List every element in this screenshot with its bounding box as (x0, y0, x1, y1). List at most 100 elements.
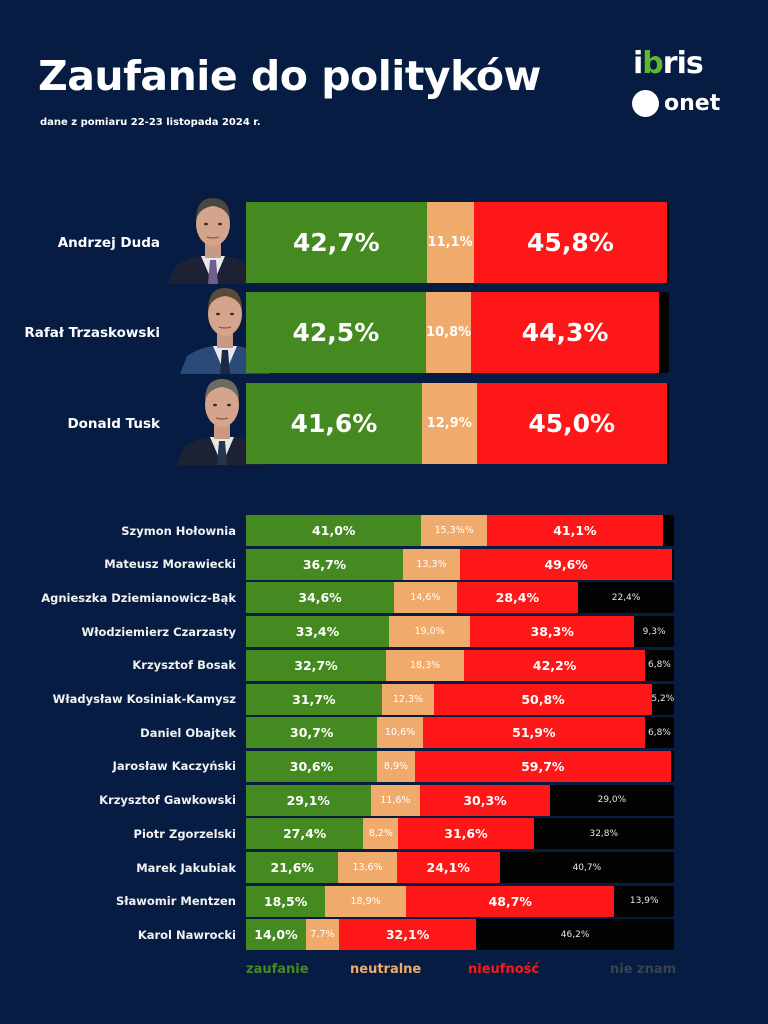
bar-segment-neutralne: 8,2% (363, 818, 399, 850)
bar-segment-nieufnosc: 44,3% (471, 292, 659, 373)
politician-row-karol-nawrocki: Karol Nawrocki 14,0% 7,7% 32,1% 46,2% (0, 919, 768, 951)
data-label-zaufanie: 29,1% (286, 792, 330, 808)
politician-name: Rafał Trzaskowski (24, 325, 160, 341)
bar-segment-neutralne: 11,1% (426, 202, 474, 283)
bar-segment-neutralne: 14,6% (394, 582, 457, 614)
data-label-neutralne: 11,1% (427, 235, 473, 250)
data-label-nieufnosc: 41,1% (553, 523, 597, 538)
politician-row-slawomir-mentzen: Sławomir Mentzen 18,5% 18,9% 48,7% 13,9% (0, 885, 768, 917)
politician-row-daniel-obajtek: Daniel Obajtek 30,7% 10,6% 51,9% 6,8% (0, 717, 768, 749)
politician-name: Krzysztof Gawkowski (99, 793, 236, 808)
politician-name: Marek Jakubiak (136, 860, 236, 875)
ibris-logo-b: b (642, 46, 664, 81)
data-label-neutralne: 7,7% (310, 929, 335, 941)
data-label-zaufanie: 27,4% (282, 826, 327, 842)
data-label-nieufnosc: 49,6% (544, 556, 588, 572)
bar-segment-nie-znam: 6,8% (644, 649, 674, 681)
bar-segment-neutralne: 12,3% (381, 683, 435, 715)
stacked-bar: 42,5% 10,8% 44,3% (246, 292, 669, 373)
legend-nie-znam: nie znam (610, 962, 677, 977)
data-label-neutralne: 8,9% (383, 760, 409, 772)
data-label-nieufnosc: 51,9% (512, 725, 556, 741)
politician-name: Daniel Obajtek (140, 725, 236, 740)
data-label-zaufanie: 42,7% (292, 228, 380, 257)
politician-name: Agnieszka Dziemianowicz-Bąk (41, 590, 236, 605)
data-label-nie-znam: 32,8% (589, 828, 619, 839)
bar-segment-nieufnosc: 28,4% (456, 582, 579, 614)
data-label-zaufanie: 42,5% (292, 318, 380, 347)
politician-name: Włodziemierz Czarzasty (81, 624, 236, 639)
ibris-logo: ibris (633, 46, 704, 81)
data-label-zaufanie: 41,6% (290, 409, 378, 438)
data-label-zaufanie: 33,4% (295, 624, 340, 640)
bar-segment-zaufanie: 41,0% (246, 515, 422, 546)
bar-segment-nie-znam: 13,9% (614, 885, 674, 917)
bar-segment-zaufanie: 29,1% (246, 784, 371, 816)
bar-segment-nieufnosc: 30,3% (420, 784, 550, 816)
data-label-nieufnosc: 32,1% (385, 927, 430, 943)
stacked-bar: 21,6% 13,6% 24,1% 40,7% (246, 852, 674, 883)
bar-segment-nieufnosc: 38,3% (470, 616, 635, 648)
bar-segment-zaufanie: 21,6% (246, 852, 339, 883)
data-label-neutralne: 8,2% (368, 828, 393, 840)
stacked-bar: 18,5% 18,9% 48,7% 13,9% (246, 885, 674, 917)
stacked-bar: 30,6% 8,9% 59,7% (246, 750, 674, 782)
data-label-zaufanie: 21,6% (270, 860, 314, 875)
data-label-nieufnosc: 59,7% (521, 758, 565, 774)
bar-segment-nieufnosc: 24,1% (396, 852, 500, 883)
onet-dot-icon (632, 89, 659, 117)
politician-row-marek-jakubiak: Marek Jakubiak 21,6% 13,6% 24,1% 40,7% (0, 852, 768, 883)
stacked-bar: 34,6% 14,6% 28,4% 22,4% (246, 582, 674, 614)
featured-row-donald-tusk: Donald Tusk 41,6% 12,9% 45,0% (0, 379, 768, 465)
data-label-zaufanie: 30,6% (289, 758, 334, 774)
bar-segment-nie-znam (662, 515, 674, 546)
bar-segment-zaufanie: 14,0% (246, 919, 306, 951)
stacked-bar: 41,0% 15,3%% 41,1% (246, 515, 674, 546)
bar-segment-nieufnosc: 45,0% (476, 383, 667, 464)
bar-segment-zaufanie: 42,5% (246, 292, 426, 373)
data-label-nieufnosc: 30,3% (463, 792, 507, 808)
bar-segment-nie-znam (667, 202, 669, 283)
bar-segment-neutralne: 10,8% (425, 292, 472, 373)
bar-segment-nieufnosc: 32,1% (338, 919, 477, 951)
ibris-logo-i: i (633, 46, 643, 81)
stacked-bar: 30,7% 10,6% 51,9% 6,8% (246, 717, 674, 749)
politician-name: Piotr Zgorzelski (133, 826, 236, 841)
politician-name: Karol Nawrocki (137, 927, 236, 942)
bar-segment-nie-znam: 46,2% (476, 919, 674, 951)
bar-segment-nie-znam: 9,3% (634, 616, 674, 648)
stacked-bar: 31,7% 12,3% 50,8% 5,2% (246, 683, 674, 715)
stacked-bar: 41,6% 12,9% 45,0% (246, 383, 669, 464)
bar-segment-neutralne: 19,0% (388, 616, 471, 648)
bar-segment-nieufnosc: 31,6% (398, 818, 534, 850)
data-label-neutralne: 12,3% (392, 693, 424, 705)
politician-name: Szymon Hołownia (121, 523, 236, 538)
politician-portrait (163, 184, 263, 284)
bar-segment-neutralne: 13,3% (403, 548, 460, 580)
featured-row-andrzej-duda: Andrzej Duda 42,7% 11,1% 45,8% (0, 198, 768, 284)
stacked-bar: 32,7% 18,3% 42,2% 6,8% (246, 649, 674, 681)
politician-row-agnieszka-dziemianowicz-bak: Agnieszka Dziemianowicz-Bąk 34,6% 14,6% 28,… (0, 582, 768, 614)
data-label-nieufnosc: 42,2% (532, 657, 577, 673)
legend: zaufanie neutralne nieufność nie znam (0, 962, 768, 982)
data-label-nieufnosc: 44,3% (521, 318, 609, 347)
bar-segment-neutralne: 18,9% (325, 885, 407, 917)
bar-segment-zaufanie: 34,6% (246, 582, 395, 614)
data-label-neutralne: 10,6% (384, 727, 416, 739)
bar-segment-neutralne: 18,3% (385, 649, 465, 681)
stacked-bar: 14,0% 7,7% 32,1% 46,2% (246, 919, 674, 951)
bar-segment-nie-znam: 22,4% (578, 582, 674, 614)
politician-portrait (175, 274, 275, 374)
politician-name: Jarosław Kaczyński (112, 759, 236, 774)
chart-subtitle: dane z pomiaru 22-23 listopada 2024 r. (40, 117, 261, 128)
legend-neutralne: neutralne (350, 962, 422, 977)
politician-row-krzysztof-gawkowski: Krzysztof Gawkowski 29,1% 11,6% 30,3% 29,0% (0, 784, 768, 816)
bar-segment-nieufnosc: 48,7% (406, 885, 615, 917)
data-label-neutralne: 12,9% (426, 416, 472, 431)
data-label-neutralne: 19,0% (414, 626, 445, 638)
chart-title: Zaufanie do polityków (38, 52, 541, 100)
politician-row-wlodziemierz-czarzasty: Włodziemierz Czarzasty 33,4% 19,0% 38,3% 9,3… (0, 616, 768, 648)
politician-name: Władysław Kosiniak-Kamysz (52, 692, 236, 706)
bar-segment-nie-znam: 5,2% (651, 683, 674, 715)
data-label-neutralne: 18,3% (410, 659, 441, 671)
